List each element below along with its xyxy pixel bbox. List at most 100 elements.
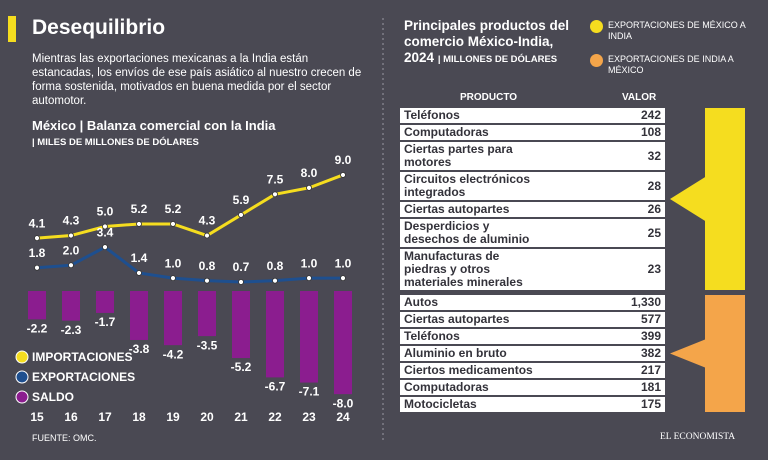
x-tick-label: 16 <box>64 410 78 424</box>
data-label: -2.2 <box>27 322 48 336</box>
table-row: Ciertas autopartes 26 <box>400 202 665 217</box>
bar <box>28 290 46 320</box>
table-group: Autos 1,330 Ciertas autopartes 577 Teléfonos… <box>400 295 745 412</box>
product: Teléfonos <box>404 329 460 343</box>
data-label: 5.9 <box>233 193 250 207</box>
x-tick-label: 18 <box>132 410 146 424</box>
x-tick-label: 19 <box>166 410 180 424</box>
data-label: 4.3 <box>199 214 216 228</box>
table-row: Motocicletas 175 <box>400 397 665 412</box>
table-row: Autos 1,330 <box>400 295 665 310</box>
point <box>102 244 108 251</box>
data-label: -6.7 <box>265 380 286 394</box>
value: 23 <box>647 262 661 276</box>
x-tick-label: 21 <box>234 410 248 424</box>
legend-label: EXPORTACIONES DE INDIA A MÉXICO <box>608 54 734 75</box>
legend-item: EXPORTACIONES DE MÉXICO A INDIA <box>590 20 760 42</box>
bar <box>266 290 284 378</box>
data-label: 0.8 <box>267 259 284 273</box>
point <box>170 221 176 227</box>
table-row: Computadoras 108 <box>400 125 665 140</box>
product: Ciertas partes para motores <box>404 142 513 169</box>
data-label: 5.2 <box>165 202 182 216</box>
bar <box>62 290 80 321</box>
bar <box>130 290 148 340</box>
data-label: -5.2 <box>231 360 252 374</box>
data-label: -2.3 <box>61 323 82 337</box>
point <box>272 191 278 198</box>
data-label: -3.5 <box>197 338 218 352</box>
x-tick-label: 22 <box>268 410 282 424</box>
legend-label: IMPORTACIONES <box>32 350 132 364</box>
value: 242 <box>640 108 661 122</box>
legend-label: EXPORTACIONES DE MÉXICO A INDIA <box>608 20 746 41</box>
x-tick-label: 17 <box>98 410 112 424</box>
point <box>272 277 278 284</box>
bar <box>232 290 250 359</box>
point <box>238 279 244 285</box>
data-label: 8.0 <box>301 166 318 180</box>
data-label: -7.1 <box>299 385 320 399</box>
point <box>136 221 142 227</box>
value: 28 <box>647 178 661 193</box>
table-row: Manufacturas de piedras y otros material… <box>400 249 665 290</box>
product: Manufacturas de piedras y otros material… <box>404 249 523 289</box>
point <box>34 235 40 242</box>
point <box>170 275 176 282</box>
point <box>238 212 244 218</box>
table-row: Circuitos electrónicos integrados 28 <box>400 172 665 200</box>
table-row: Ciertas partes para motores 32 <box>400 142 665 170</box>
point <box>340 172 346 178</box>
credit: EL ECONOMISTA <box>660 432 736 442</box>
legend-item: EXPORTACIONES DE INDIA A MÉXICO <box>590 54 760 76</box>
point <box>204 232 210 239</box>
point <box>34 264 40 271</box>
legend-swatch <box>590 54 603 67</box>
value: 175 <box>640 397 661 411</box>
data-label: 1.8 <box>29 246 46 260</box>
product: Ciertas autopartes <box>404 202 510 216</box>
legend-label: SALDO <box>32 390 74 404</box>
data-label: 2.0 <box>63 243 80 257</box>
data-label: 4.1 <box>29 216 46 230</box>
product: Computadoras <box>404 380 489 394</box>
product: Circuitos electrónicos integrados <box>404 172 531 199</box>
point <box>306 275 312 282</box>
legend-label: EXPORTACIONES <box>32 370 135 384</box>
value: 399 <box>640 329 661 343</box>
data-label: 0.7 <box>233 260 250 274</box>
point <box>68 232 74 239</box>
bar <box>334 290 352 395</box>
source: FUENTE: OMC. <box>32 433 97 443</box>
chart-title: México | Balanza comercial con la India <box>32 118 276 133</box>
x-tick-label: 23 <box>302 410 316 424</box>
group-bracket <box>670 295 745 412</box>
product: Computadoras <box>404 125 489 139</box>
product: Teléfonos <box>404 108 460 122</box>
data-label: 1.0 <box>301 256 318 270</box>
data-label: 5.2 <box>131 202 148 216</box>
data-label: 5.0 <box>97 205 114 219</box>
point <box>340 275 346 282</box>
line <box>36 245 343 284</box>
product: Ciertas autopartes <box>404 312 510 326</box>
table-row: Aluminio en bruto 382 <box>400 346 665 361</box>
x-tick-label: 20 <box>200 410 214 424</box>
bracket-shape <box>670 108 745 290</box>
value: 181 <box>640 380 661 394</box>
lead-text: Mientras las exportaciones mexicanas a l… <box>32 53 362 107</box>
value: 217 <box>640 363 661 377</box>
value: 1,330 <box>630 295 661 309</box>
data-label: -4.2 <box>163 347 184 361</box>
table-row: Desperdicios y desechos de aluminio 25 <box>400 219 665 247</box>
table-row: Computadoras 181 <box>400 380 665 395</box>
table-row: Teléfonos 399 <box>400 329 665 344</box>
bar <box>300 290 318 383</box>
data-label: 3.4 <box>97 225 114 239</box>
data-label: 0.8 <box>199 259 216 273</box>
product: Ciertos medicamentos <box>404 363 533 377</box>
data-label: -8.0 <box>333 396 354 410</box>
bar <box>164 290 182 346</box>
